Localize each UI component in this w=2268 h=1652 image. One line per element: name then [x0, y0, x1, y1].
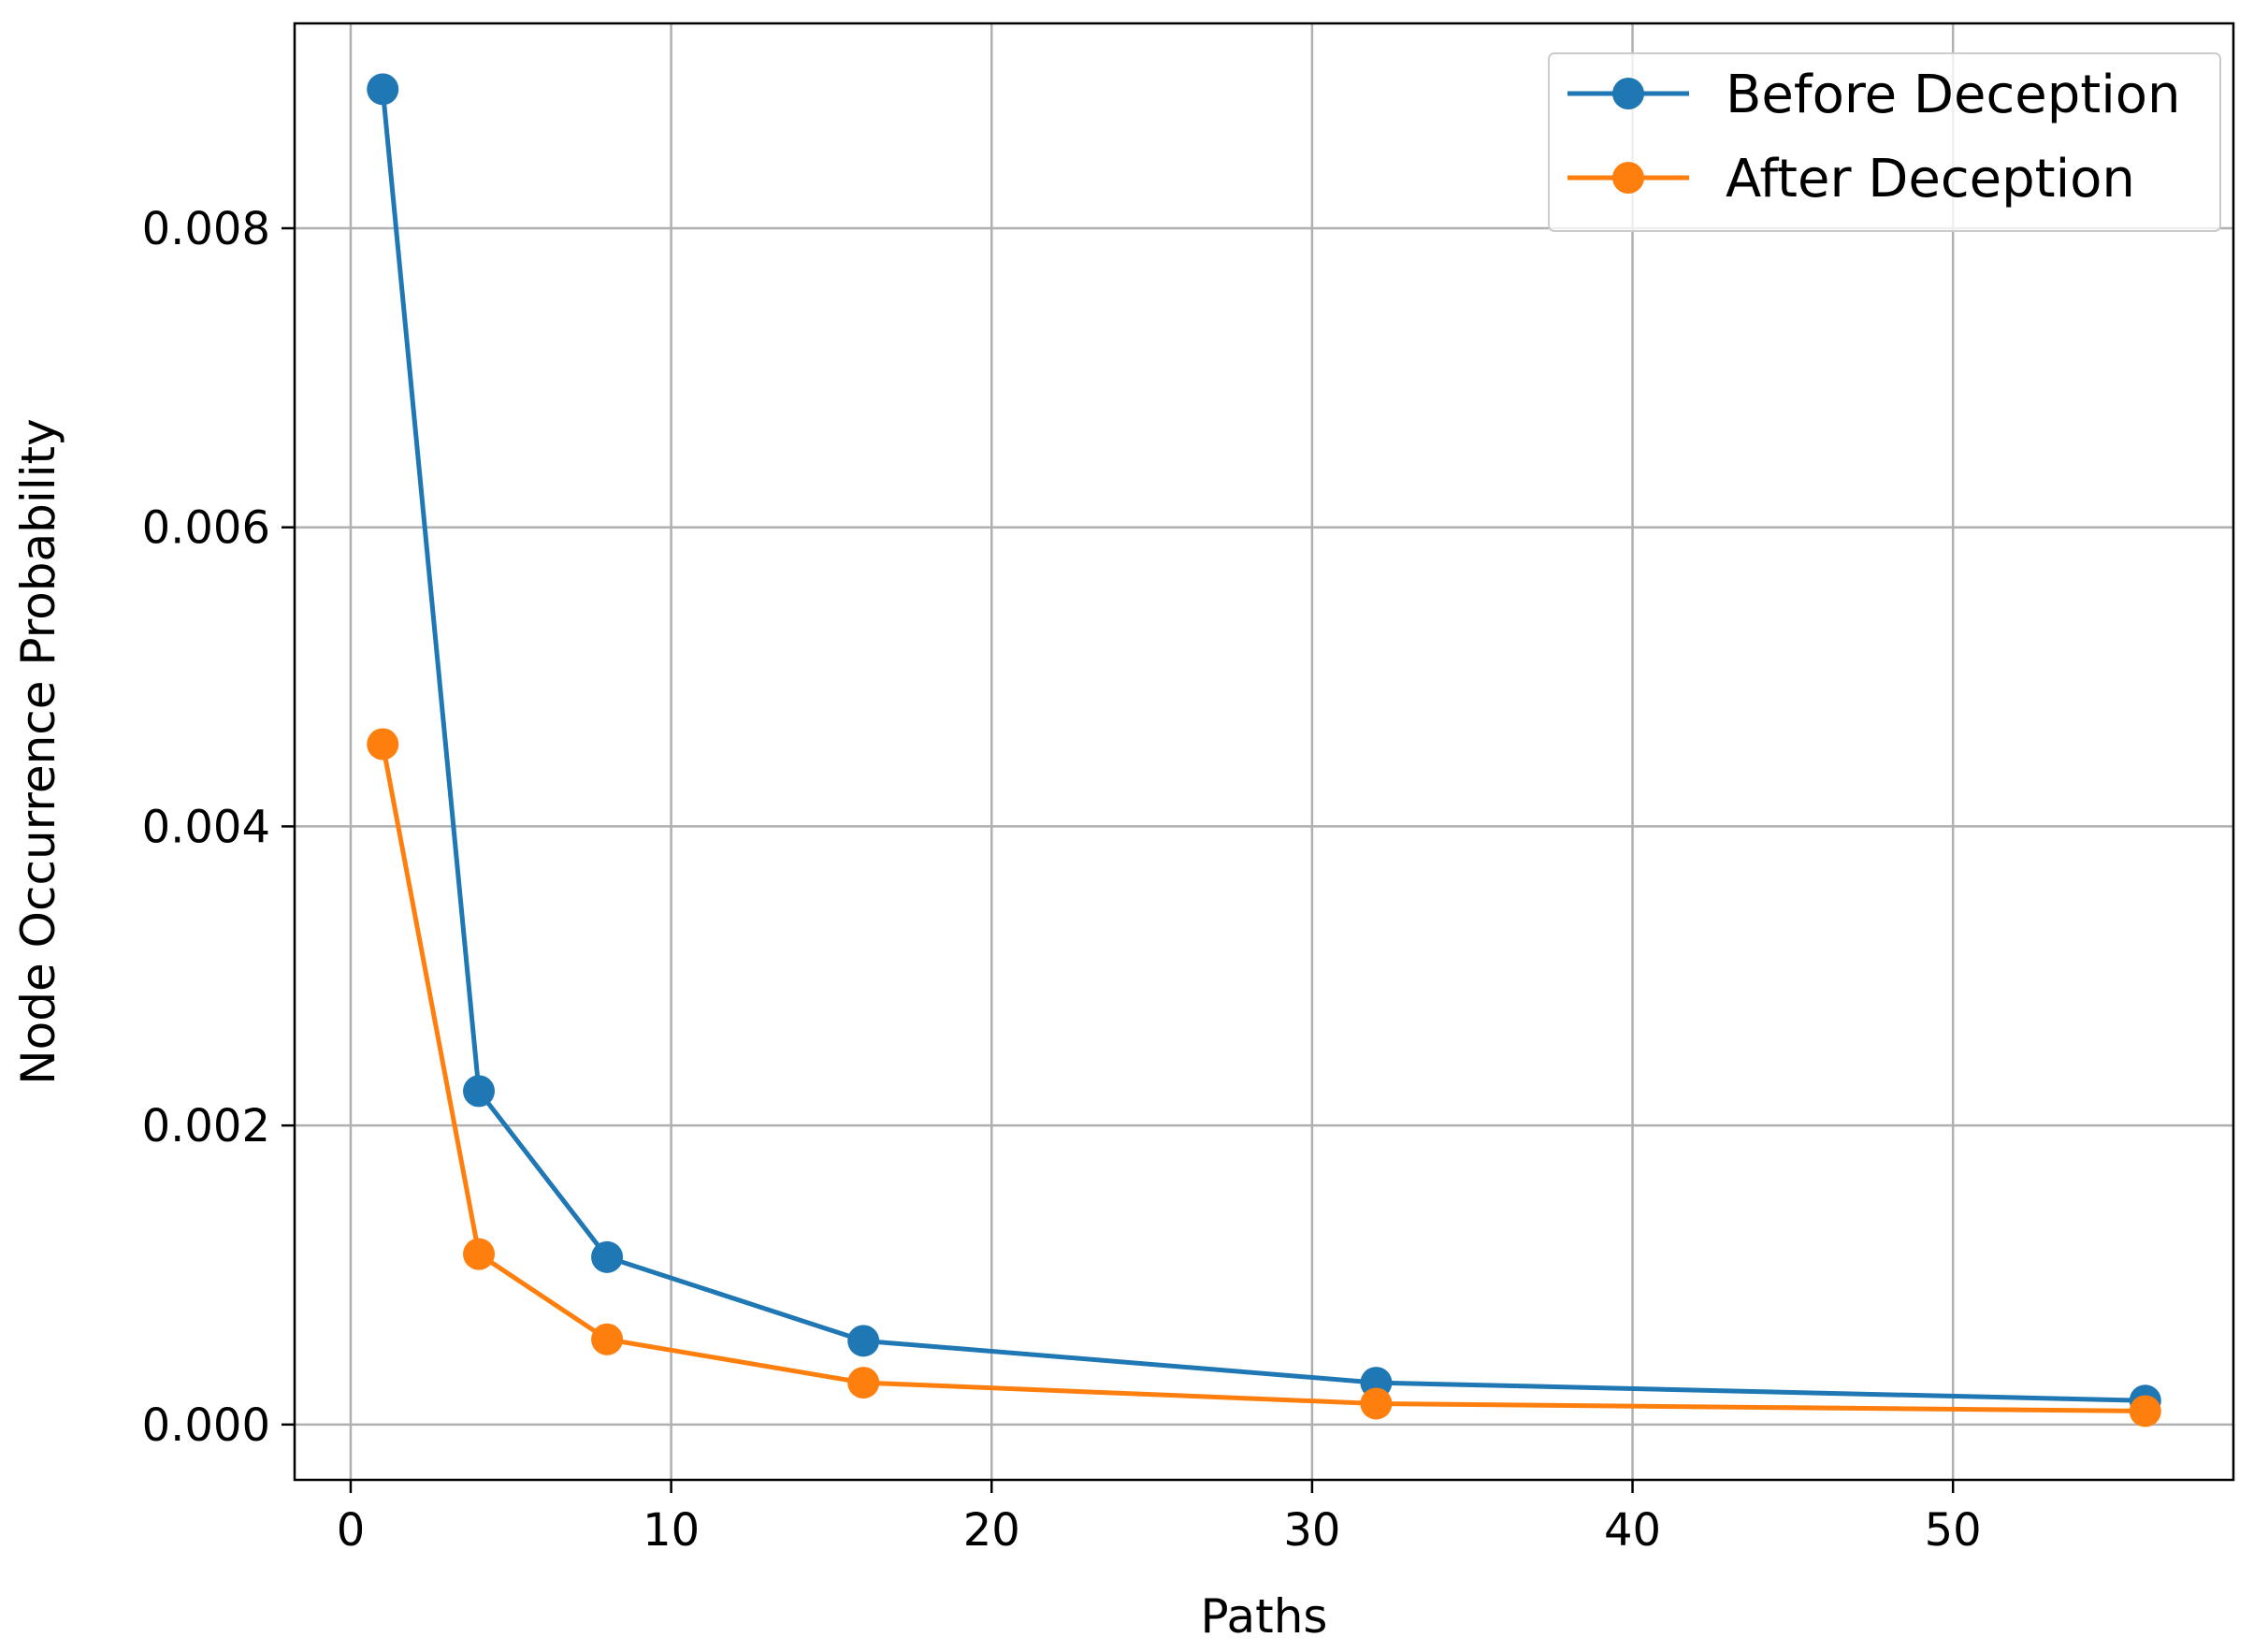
legend-box — [1548, 52, 2221, 232]
grid-lines — [295, 23, 2233, 1480]
y-tick-label: 0.000 — [142, 1399, 270, 1452]
y-axis-label: Node Occurrence Probability — [11, 418, 65, 1084]
data-point — [591, 1240, 624, 1273]
legend-label-after-deception: After Deception — [1726, 149, 2135, 210]
data-point — [591, 1323, 624, 1355]
x-tick-label: 40 — [1604, 1504, 1661, 1557]
x-tick-label: 20 — [963, 1504, 1020, 1557]
series-line-1 — [380, 744, 2145, 1413]
data-point — [2129, 1395, 2161, 1427]
data-point — [1360, 1387, 1393, 1420]
y-tick-label: 0.006 — [142, 502, 270, 555]
legend-entry-after-deception: After Deception — [1567, 149, 2135, 210]
x-tick-label: 30 — [1283, 1504, 1340, 1557]
x-tick-label: 10 — [643, 1504, 700, 1557]
legend: Before Deception After Deception — [1548, 52, 2221, 232]
axis-ticks: 0 10 20 30 40 50 0.000 0.002 0.004 0.006 0.008 — [142, 203, 1982, 1557]
legend-marker-before-deception — [1612, 78, 1644, 109]
y-tick-label: 0.008 — [142, 203, 270, 255]
data-point — [463, 1075, 496, 1108]
series-layer — [367, 73, 2161, 1427]
data-point — [367, 728, 399, 761]
series-line-0 — [380, 89, 2145, 1403]
data-point — [847, 1325, 880, 1357]
x-axis-label: Paths — [1201, 1589, 1328, 1644]
data-point — [463, 1238, 496, 1270]
data-point — [367, 73, 399, 106]
legend-marker-after-deception — [1612, 162, 1644, 194]
legend-label-before-deception: Before Deception — [1726, 65, 2181, 125]
legend-entry-before-deception: Before Deception — [1567, 65, 2181, 125]
y-tick-label: 0.004 — [142, 801, 270, 853]
plot-frame — [293, 22, 2235, 1482]
x-tick-label: 0 — [337, 1504, 366, 1557]
data-point — [847, 1367, 880, 1399]
x-tick-label: 50 — [1925, 1504, 1982, 1557]
y-tick-label: 0.002 — [142, 1100, 270, 1152]
